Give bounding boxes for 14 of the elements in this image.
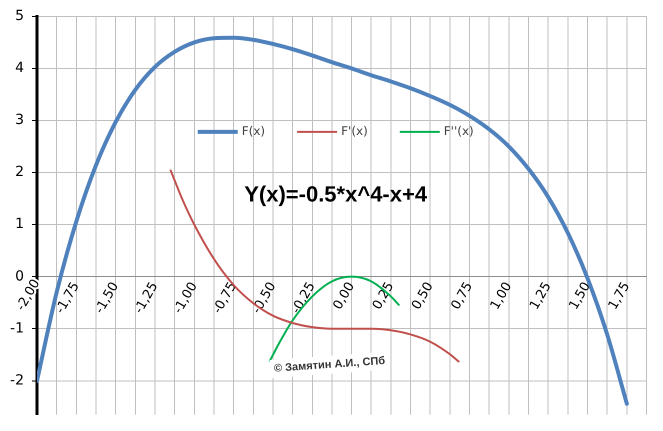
y-tick-label: 4	[15, 60, 24, 76]
text: Y(x)=-0.5*x^4-x+4	[244, 182, 428, 207]
y-tick-label: -2	[10, 372, 24, 388]
y-tick-label: 2	[15, 164, 24, 180]
y-tick-label: 1	[15, 216, 24, 232]
y-tick-label: 3	[15, 112, 24, 128]
line-series	[37, 36, 629, 406]
y-tick-label: -1	[10, 320, 24, 336]
legend-label: F(x)	[242, 124, 266, 138]
annotation: © Замятин А.И., СПб	[274, 354, 386, 375]
y-tick-label: 5	[15, 8, 24, 24]
legend-label: F'(x)	[341, 124, 368, 138]
legend-label: F''(x)	[444, 124, 474, 138]
y-tick-label: 0	[15, 268, 24, 284]
